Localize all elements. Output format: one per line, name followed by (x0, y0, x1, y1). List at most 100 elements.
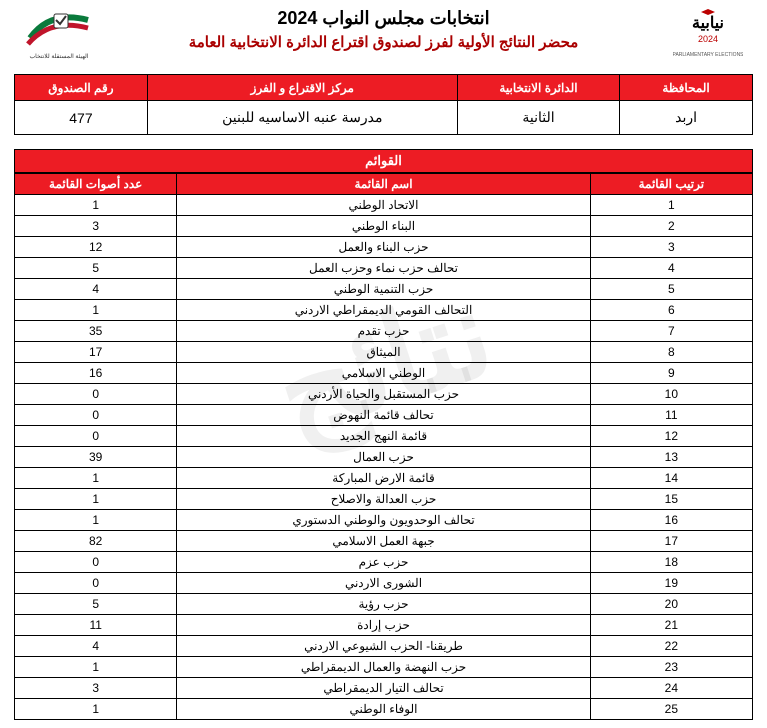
cell-votes: 17 (15, 342, 177, 363)
table-row: 5حزب التنمية الوطني4 (15, 279, 753, 300)
info-table: المحافظة الدائرة الانتخابية مركز الاقترا… (14, 74, 753, 135)
cell-rank: 3 (590, 237, 752, 258)
cell-rank: 17 (590, 531, 752, 552)
cell-votes: 1 (15, 657, 177, 678)
cell-rank: 12 (590, 426, 752, 447)
cell-votes: 82 (15, 531, 177, 552)
info-header-center: مركز الاقتراع و الفرز (147, 75, 457, 101)
table-row: 15حزب العدالة والاصلاح1 (15, 489, 753, 510)
cell-rank: 11 (590, 405, 752, 426)
cell-rank: 7 (590, 321, 752, 342)
cell-name: حزب النهضة والعمال الديمقراطي (177, 657, 590, 678)
commission-logo: الهيئة المستقلة للانتخاب (14, 8, 104, 64)
cell-rank: 15 (590, 489, 752, 510)
cell-votes: 1 (15, 699, 177, 720)
cell-rank: 6 (590, 300, 752, 321)
sub-title: محضر النتائج الأولية لفرز لصندوق اقتراع … (104, 33, 663, 51)
cell-votes: 12 (15, 237, 177, 258)
lists-header-votes: عدد أصوات القائمة (15, 174, 177, 195)
info-value-box: 477 (15, 101, 148, 135)
table-row: 10حزب المستقبل والحياة الأردني0 (15, 384, 753, 405)
cell-votes: 39 (15, 447, 177, 468)
cell-name: حزب إرادة (177, 615, 590, 636)
cell-name: تحالف حزب نماء وحزب العمل (177, 258, 590, 279)
cell-votes: 1 (15, 195, 177, 216)
svg-text:2024: 2024 (698, 34, 718, 44)
cell-name: تحالف الوحدويون والوطني الدستوري (177, 510, 590, 531)
cell-name: قائمة الارض المباركة (177, 468, 590, 489)
lists-table: ترتيب القائمة اسم القائمة عدد أصوات القا… (14, 173, 753, 720)
cell-rank: 14 (590, 468, 752, 489)
cell-votes: 0 (15, 552, 177, 573)
cell-name: جبهة العمل الاسلامي (177, 531, 590, 552)
cell-rank: 25 (590, 699, 752, 720)
table-row: 23حزب النهضة والعمال الديمقراطي1 (15, 657, 753, 678)
cell-votes: 0 (15, 405, 177, 426)
cell-name: الوطني الاسلامي (177, 363, 590, 384)
table-row: 19الشورى الاردني0 (15, 573, 753, 594)
cell-name: حزب المستقبل والحياة الأردني (177, 384, 590, 405)
cell-rank: 9 (590, 363, 752, 384)
cell-votes: 5 (15, 594, 177, 615)
table-row: 21حزب إرادة11 (15, 615, 753, 636)
page-header: نيابية 2024 PARLIAMENTARY ELECTIONS انتخ… (14, 8, 753, 64)
cell-votes: 4 (15, 636, 177, 657)
cell-rank: 4 (590, 258, 752, 279)
info-header-box: رقم الصندوق (15, 75, 148, 101)
cell-rank: 10 (590, 384, 752, 405)
cell-votes: 35 (15, 321, 177, 342)
cell-votes: 1 (15, 468, 177, 489)
cell-rank: 1 (590, 195, 752, 216)
cell-votes: 0 (15, 384, 177, 405)
cell-name: حزب العمال (177, 447, 590, 468)
cell-name: طريقنا- الحزب الشيوعي الاردني (177, 636, 590, 657)
info-header-governorate: المحافظة (620, 75, 753, 101)
cell-name: حزب عزم (177, 552, 590, 573)
cell-rank: 22 (590, 636, 752, 657)
cell-votes: 4 (15, 279, 177, 300)
cell-name: التحالف القومي الديمقراطي الاردني (177, 300, 590, 321)
cell-name: الميثاق (177, 342, 590, 363)
table-row: 4تحالف حزب نماء وحزب العمل5 (15, 258, 753, 279)
cell-rank: 13 (590, 447, 752, 468)
cell-name: الاتحاد الوطني (177, 195, 590, 216)
info-value-governorate: اربد (620, 101, 753, 135)
cell-rank: 24 (590, 678, 752, 699)
cell-votes: 1 (15, 489, 177, 510)
cell-rank: 20 (590, 594, 752, 615)
cell-name: حزب رؤية (177, 594, 590, 615)
cell-rank: 18 (590, 552, 752, 573)
table-row: 13حزب العمال39 (15, 447, 753, 468)
cell-votes: 5 (15, 258, 177, 279)
table-row: 3حزب البناء والعمل12 (15, 237, 753, 258)
lists-section-title: القوائم (14, 149, 753, 173)
svg-text:PARLIAMENTARY ELECTIONS: PARLIAMENTARY ELECTIONS (673, 52, 743, 58)
info-value-center: مدرسة عنبه الاساسيه للبنين (147, 101, 457, 135)
cell-rank: 19 (590, 573, 752, 594)
table-row: 12قائمة النهج الجديد0 (15, 426, 753, 447)
cell-name: حزب التنمية الوطني (177, 279, 590, 300)
table-row: 14قائمة الارض المباركة1 (15, 468, 753, 489)
cell-rank: 16 (590, 510, 752, 531)
cell-name: حزب تقدم (177, 321, 590, 342)
results-logo: نيابية 2024 PARLIAMENTARY ELECTIONS (663, 8, 753, 60)
cell-votes: 11 (15, 615, 177, 636)
table-row: 24تحالف التيار الديمقراطي3 (15, 678, 753, 699)
svg-text:الهيئة المستقلة للانتخاب: الهيئة المستقلة للانتخاب (29, 53, 88, 60)
cell-name: تحالف قائمة النهوض (177, 405, 590, 426)
cell-name: الشورى الاردني (177, 573, 590, 594)
cell-rank: 23 (590, 657, 752, 678)
cell-votes: 0 (15, 426, 177, 447)
cell-rank: 5 (590, 279, 752, 300)
table-row: 8الميثاق17 (15, 342, 753, 363)
cell-votes: 3 (15, 678, 177, 699)
info-header-district: الدائرة الانتخابية (457, 75, 619, 101)
table-row: 18حزب عزم0 (15, 552, 753, 573)
cell-name: حزب العدالة والاصلاح (177, 489, 590, 510)
table-row: 22طريقنا- الحزب الشيوعي الاردني4 (15, 636, 753, 657)
cell-name: قائمة النهج الجديد (177, 426, 590, 447)
cell-name: حزب البناء والعمل (177, 237, 590, 258)
table-row: 25الوفاء الوطني1 (15, 699, 753, 720)
cell-votes: 0 (15, 573, 177, 594)
cell-votes: 1 (15, 300, 177, 321)
